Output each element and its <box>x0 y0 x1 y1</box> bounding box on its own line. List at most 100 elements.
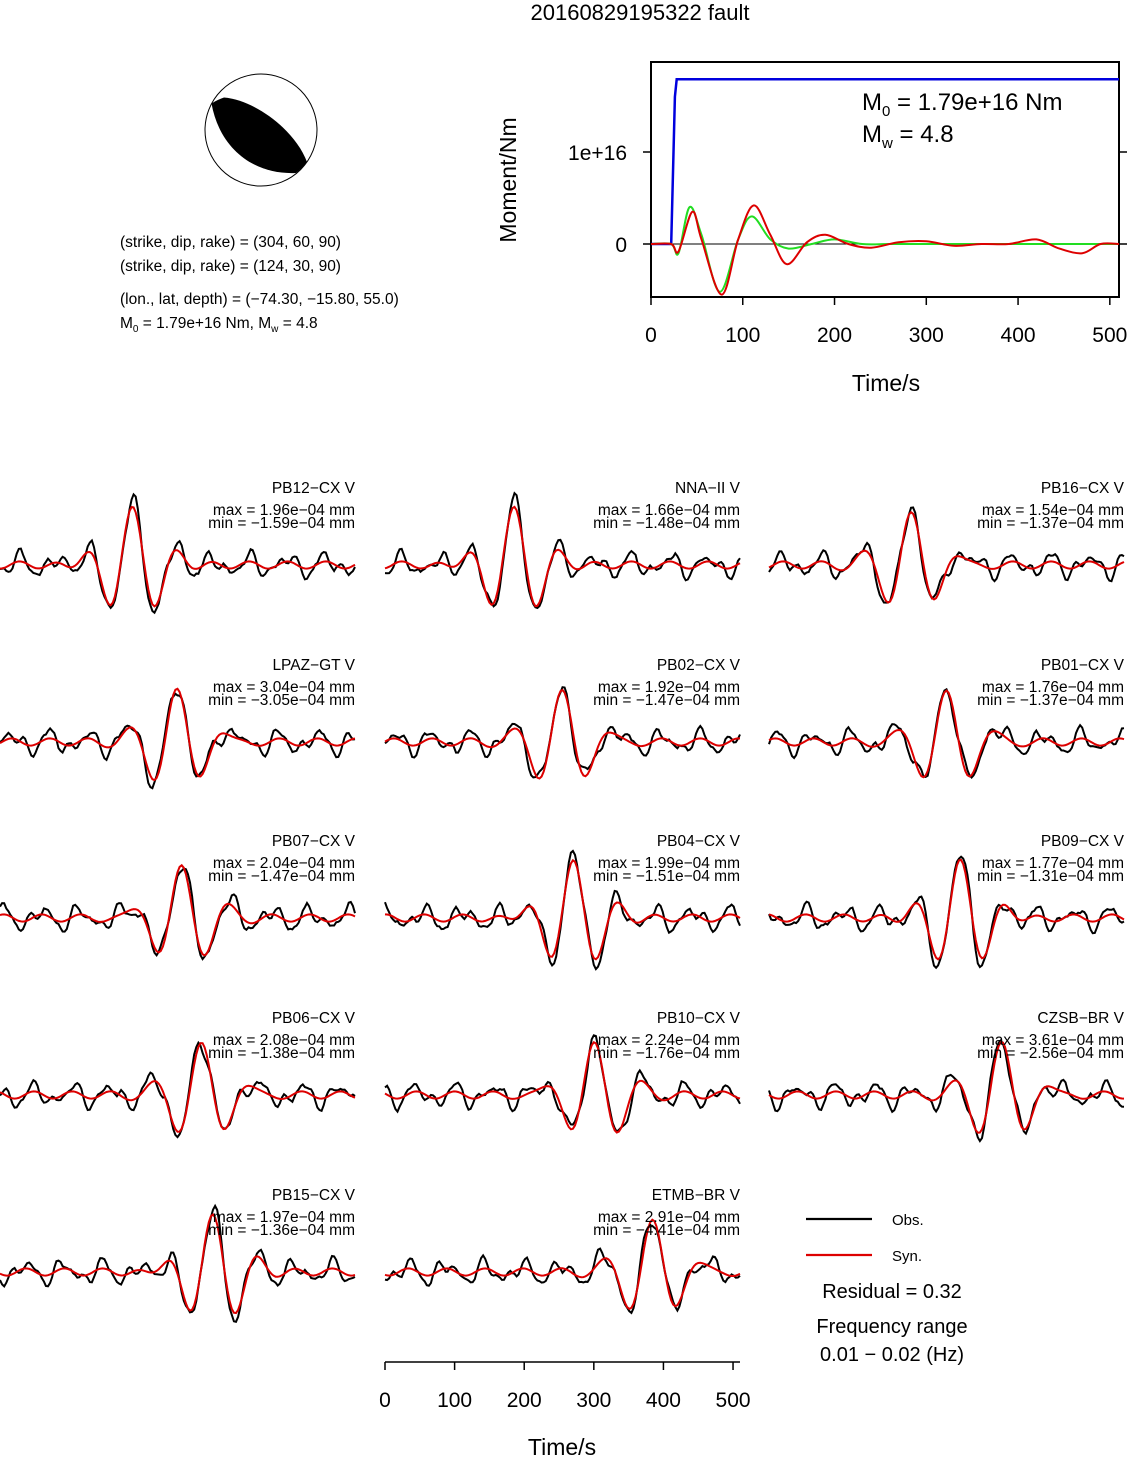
moment-xtick-label: 400 <box>1001 324 1036 347</box>
moment-label-mw: Mw = 4.8 <box>862 121 954 152</box>
station-min: min = −1.31e−04 mm <box>977 868 1124 885</box>
moment-xtick-label: 500 <box>1092 324 1127 347</box>
moment-label-m0: M0 = 1.79e+16 Nm <box>862 89 1062 120</box>
synthetic-trace <box>0 1213 356 1315</box>
station-max: max = 3.61e−04 mm <box>982 1032 1124 1049</box>
station-min: min = −2.56e−04 mm <box>977 1045 1124 1062</box>
station-name: CZSB−BR V <box>1037 1010 1124 1027</box>
station-min: min = −1.36e−04 mm <box>208 1222 355 1239</box>
station-max: max = 1.54e−04 mm <box>982 502 1124 519</box>
station-max: max = 1.99e−04 mm <box>598 855 740 872</box>
station-min: min = −1.51e−04 mm <box>593 868 740 885</box>
legend: Obs. Syn. Residual = 0.32 Frequency rang… <box>806 1212 968 1366</box>
station-max: max = 1.77e−04 mm <box>982 855 1124 872</box>
legend-obs-label: Obs. <box>892 1212 924 1229</box>
station-min: min = −1.48e−04 mm <box>593 515 740 532</box>
observed-trace <box>0 692 356 790</box>
station-max: max = 2.08e−04 mm <box>213 1032 355 1049</box>
moment-lines <box>650 78 1120 296</box>
moment-ytick-label: 0 <box>615 234 627 257</box>
nodal-plane-2: (strike, dip, rake) = (124, 30, 90) <box>120 258 341 275</box>
synthetic-trace <box>384 505 741 608</box>
station-min: min = −1.47e−04 mm <box>593 692 740 709</box>
observed-trace <box>768 506 1125 604</box>
synthetic-trace <box>384 1218 741 1311</box>
observed-trace <box>768 1038 1125 1143</box>
waveform-xtick-label: 200 <box>507 1389 542 1412</box>
frequency-range-value: 0.01 − 0.02 (Hz) <box>820 1344 964 1366</box>
station-min: min = −3.05e−04 mm <box>208 692 355 709</box>
station-name: PB01−CX V <box>1041 657 1125 674</box>
moment-series-green <box>650 205 1119 293</box>
synthetic-trace <box>384 858 741 961</box>
station-name: LPAZ−GT V <box>272 657 355 674</box>
station-max: max = 1.97e−04 mm <box>213 1209 355 1226</box>
moment-xlabel: Time/s <box>852 370 920 396</box>
synthetic-trace <box>0 1042 356 1133</box>
station-max: max = 1.92e−04 mm <box>598 679 740 696</box>
station-max: max = 1.76e−04 mm <box>982 679 1124 696</box>
station-min: min = −1.47e−04 mm <box>208 868 355 885</box>
moment-xtick-label: 300 <box>909 324 944 347</box>
synthetic-trace <box>768 858 1125 961</box>
station-max: max = 2.24e−04 mm <box>598 1032 740 1049</box>
station-min: min = −1.76e−04 mm <box>593 1045 740 1062</box>
station-name: PB07−CX V <box>272 833 356 850</box>
nodal-plane-1: (strike, dip, rake) = (304, 60, 90) <box>120 234 341 251</box>
observed-trace <box>768 687 1125 780</box>
moment-magnitude-line: M0 = 1.79e+16 Nm, Mw = 4.8 <box>120 315 318 335</box>
synthetic-trace <box>768 510 1125 604</box>
source-info: (strike, dip, rake) = (304, 60, 90) (str… <box>120 234 399 335</box>
synthetic-trace <box>384 1041 741 1134</box>
waveform-xtick-label: 0 <box>379 1389 391 1412</box>
station-min: min = −1.37e−04 mm <box>977 515 1124 532</box>
residual-label: Residual = 0.32 <box>822 1281 962 1303</box>
station-min: min = −1.59e−04 mm <box>208 515 355 532</box>
moment-plot-frame <box>650 61 1120 298</box>
waveform-xtick-label: 400 <box>646 1389 681 1412</box>
synthetic-trace <box>768 689 1125 779</box>
waveform-time-axis: 0 100 200 300 400 500 <box>379 1361 751 1412</box>
waveform-xtick-label: 100 <box>437 1389 472 1412</box>
station-name: ETMB−BR V <box>652 1187 741 1204</box>
station-name: PB04−CX V <box>657 833 741 850</box>
station-name: PB12−CX V <box>272 480 356 497</box>
station-min: min = −4.41e−04 mm <box>593 1222 740 1239</box>
synthetic-trace <box>0 687 356 782</box>
station-name: PB10−CX V <box>657 1010 741 1027</box>
station-max: max = 2.91e−04 mm <box>598 1209 740 1226</box>
station-name: PB06−CX V <box>272 1010 356 1027</box>
figure-title: 20160829195322 fault <box>531 0 750 25</box>
moment-xtick-label: 200 <box>817 324 852 347</box>
moment-ylabel: Moment/Nm <box>495 117 521 242</box>
moment-axes: 0 100 200 300 400 500 0 1e+16 <box>568 142 1127 347</box>
station-name: PB15−CX V <box>272 1187 356 1204</box>
moment-xtick-label: 100 <box>725 324 760 347</box>
focal-mechanism-beachball <box>204 73 318 187</box>
waveform-xtick-label: 300 <box>576 1389 611 1412</box>
waveform-xtick-label: 500 <box>716 1389 751 1412</box>
observed-trace <box>0 492 356 615</box>
station-name: PB16−CX V <box>1041 480 1125 497</box>
synthetic-trace <box>768 1041 1125 1134</box>
synthetic-trace <box>0 505 356 608</box>
station-max: max = 3.04e−04 mm <box>213 679 355 696</box>
station-max: max = 1.96e−04 mm <box>213 502 355 519</box>
station-min: min = −1.38e−04 mm <box>208 1045 355 1062</box>
station-name: PB02−CX V <box>657 657 741 674</box>
